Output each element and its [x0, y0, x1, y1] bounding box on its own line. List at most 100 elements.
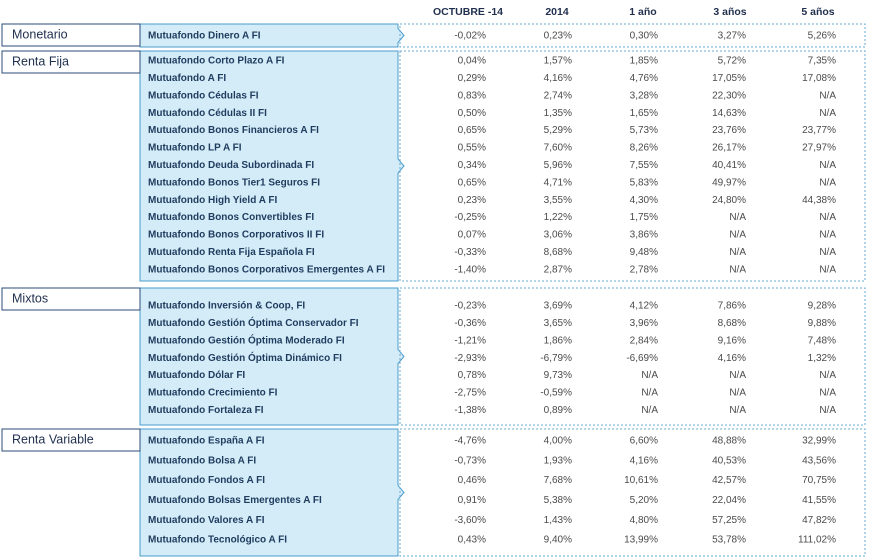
- return-value: -2,93%: [454, 353, 486, 364]
- return-value: N/A: [729, 230, 746, 241]
- return-value: -0,25%: [454, 212, 486, 223]
- return-value: 7,60%: [544, 143, 572, 154]
- return-value: 27,97%: [802, 143, 836, 154]
- fund-name: Mutuafondo Bolsas Emergentes A FI: [148, 495, 322, 506]
- return-value: 8,26%: [630, 143, 658, 154]
- return-value: 44,38%: [802, 195, 836, 206]
- return-value: N/A: [819, 264, 836, 275]
- return-value: 1,22%: [544, 212, 572, 223]
- fund-box: [139, 50, 405, 282]
- return-value: 9,28%: [808, 301, 836, 312]
- return-value: N/A: [819, 160, 836, 171]
- return-value: -3,60%: [454, 515, 486, 526]
- return-value: 5,72%: [718, 56, 746, 67]
- return-value: 22,30%: [712, 90, 746, 101]
- return-value: 0,23%: [458, 195, 486, 206]
- return-value: 0,89%: [544, 405, 572, 416]
- fund-name: Mutuafondo Gestión Óptima Dinámico FI: [148, 351, 342, 364]
- return-value: 1,86%: [544, 335, 572, 346]
- column-header: 2014: [545, 6, 569, 18]
- return-value: 42,57%: [712, 475, 746, 486]
- return-value: 2,84%: [630, 335, 658, 346]
- fund-name: Mutuafondo High Yield A FI: [148, 195, 277, 206]
- return-value: 49,97%: [712, 177, 746, 188]
- return-value: 9,48%: [630, 247, 658, 258]
- group-box: [1, 428, 141, 452]
- return-value: 0,65%: [458, 125, 486, 136]
- return-value: 1,32%: [808, 353, 836, 364]
- return-value: 9,16%: [718, 335, 746, 346]
- return-value: 111,02%: [798, 535, 836, 546]
- column-header: 3 años: [713, 6, 746, 18]
- return-value: 0,04%: [458, 56, 486, 67]
- fund-name: Mutuafondo Fortaleza FI: [148, 405, 264, 416]
- fund-name: Mutuafondo Bonos Tier1 Seguros FI: [148, 177, 320, 188]
- return-value: 2,74%: [544, 90, 572, 101]
- return-value: 40,53%: [712, 455, 746, 466]
- return-value: 0,30%: [630, 31, 658, 42]
- return-value: 0,55%: [458, 143, 486, 154]
- fund-name: Mutuafondo Gestión Óptima Conservador FI: [148, 316, 359, 329]
- return-value: 23,77%: [802, 125, 836, 136]
- return-value: 3,96%: [630, 318, 658, 329]
- fund-name: Mutuafondo Inversión & Coop, FI: [148, 301, 305, 312]
- return-value: 4,16%: [544, 73, 572, 84]
- group-label: Renta Fija: [12, 54, 69, 68]
- return-value: 4,16%: [630, 455, 658, 466]
- return-value: 13,99%: [624, 535, 658, 546]
- fund-name: Mutuafondo Bonos Corporativos II FI: [148, 230, 324, 241]
- return-value: 47,82%: [802, 515, 836, 526]
- return-value: 0,46%: [458, 475, 486, 486]
- return-value: 1,93%: [544, 455, 572, 466]
- return-value: 7,48%: [808, 335, 836, 346]
- fund-name: Mutuafondo Renta Fija Española FI: [148, 247, 315, 258]
- return-value: 0,34%: [458, 160, 486, 171]
- return-value: 2,78%: [630, 264, 658, 275]
- return-value: 5,38%: [544, 495, 572, 506]
- fund-name: Mutuafondo Bonos Financieros A FI: [148, 125, 319, 136]
- return-value: -6,79%: [540, 353, 572, 364]
- return-value: 4,80%: [630, 515, 658, 526]
- fund-name: Mutuafondo Bonos Corporativos Emergentes…: [148, 264, 385, 275]
- fund-name: Mutuafondo Gestión Óptima Moderado FI: [148, 333, 345, 346]
- return-value: 32,99%: [802, 436, 836, 447]
- return-value: 24,80%: [712, 195, 746, 206]
- return-value: N/A: [819, 177, 836, 188]
- return-value: 1,43%: [544, 515, 572, 526]
- fund-name: Mutuafondo Dinero A FI: [148, 31, 261, 42]
- return-value: 0,43%: [458, 535, 486, 546]
- return-value: 7,86%: [718, 301, 746, 312]
- return-value: 17,08%: [802, 73, 836, 84]
- fund-name: Mutuafondo Bonos Convertibles FI: [148, 212, 314, 223]
- group-label: Renta Variable: [12, 432, 94, 446]
- return-value: N/A: [729, 264, 746, 275]
- return-value: 2,87%: [544, 264, 572, 275]
- return-value: 5,29%: [544, 125, 572, 136]
- return-value: -2,75%: [454, 388, 486, 399]
- return-value: 9,73%: [544, 370, 572, 381]
- return-value: N/A: [819, 247, 836, 258]
- return-value: 1,35%: [544, 108, 572, 119]
- return-value: N/A: [729, 388, 746, 399]
- fund-name: Mutuafondo Corto Plazo A FI: [148, 56, 285, 67]
- fund-name: Mutuafondo Tecnológico A FI: [148, 535, 287, 546]
- fund-name: Mutuafondo Crecimiento FI: [148, 388, 278, 399]
- return-value: 40,41%: [712, 160, 746, 171]
- group-box: [1, 23, 141, 47]
- group-box: [1, 50, 141, 74]
- fund-box: [139, 23, 405, 48]
- return-value: N/A: [729, 370, 746, 381]
- return-value: -0,02%: [454, 31, 486, 42]
- return-value: 5,73%: [630, 125, 658, 136]
- fund-name: Mutuafondo Dólar FI: [148, 370, 245, 381]
- return-value: 8,68%: [718, 318, 746, 329]
- return-value: 53,78%: [712, 535, 746, 546]
- return-value: 9,40%: [544, 535, 572, 546]
- fund-box: [139, 428, 405, 557]
- return-value: -1,40%: [454, 264, 486, 275]
- data-box: [399, 287, 866, 426]
- return-value: 22,04%: [712, 495, 746, 506]
- fund-name: Mutuafondo Deuda Subordinada FI: [148, 160, 314, 171]
- return-value: N/A: [819, 108, 836, 119]
- return-value: -1,21%: [454, 335, 486, 346]
